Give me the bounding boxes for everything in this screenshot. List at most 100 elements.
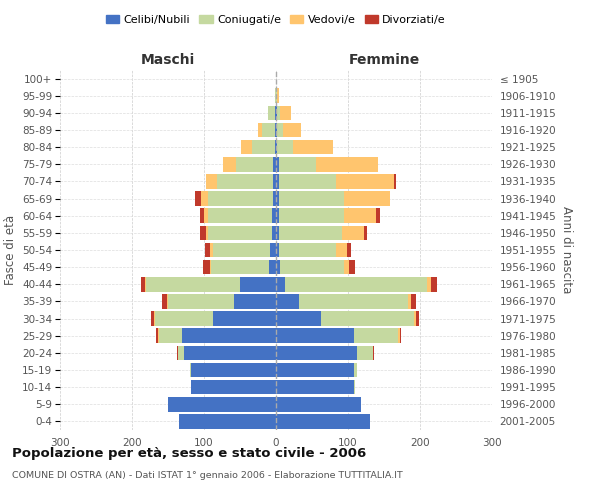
Bar [416,312,419,326]
Bar [161,294,167,308]
Bar [223,157,236,172]
Bar [344,260,349,274]
Bar [398,328,400,343]
Bar [275,88,276,103]
Bar [270,242,276,258]
Bar [344,208,376,223]
Bar [208,192,273,206]
Bar [358,346,373,360]
Bar [276,380,354,394]
Y-axis label: Anni di nascita: Anni di nascita [560,206,573,294]
Bar [190,362,191,378]
Bar [272,208,276,223]
Bar [275,122,276,138]
Bar [276,208,279,223]
Bar [251,140,275,154]
Bar [241,140,251,154]
Bar [155,312,212,326]
Bar [277,122,283,138]
Bar [208,208,272,223]
Bar [283,122,301,138]
Bar [160,328,182,343]
Bar [168,397,276,411]
Bar [168,294,234,308]
Bar [394,174,395,188]
Text: Popolazione per età, sesso e stato civile - 2006: Popolazione per età, sesso e stato civil… [12,448,366,460]
Bar [276,312,320,326]
Bar [184,346,276,360]
Bar [276,140,277,154]
Bar [276,192,279,206]
Bar [211,242,212,258]
Bar [273,174,276,188]
Bar [258,122,262,138]
Bar [158,328,160,343]
Bar [275,106,276,120]
Bar [354,380,355,394]
Legend: Celibi/Nubili, Coniugati/e, Vedovi/e, Divorziati/e: Celibi/Nubili, Coniugati/e, Vedovi/e, Di… [101,10,451,29]
Bar [277,140,293,154]
Bar [276,397,361,411]
Bar [276,277,284,291]
Bar [277,106,280,120]
Bar [196,192,201,206]
Bar [191,380,276,394]
Bar [276,226,279,240]
Bar [400,328,401,343]
Bar [299,294,409,308]
Bar [273,192,276,206]
Bar [431,277,437,291]
Bar [276,122,277,138]
Bar [201,192,208,206]
Bar [342,226,364,240]
Text: COMUNE DI OSTRA (AN) - Dati ISTAT 1° gennaio 2006 - Elaborazione TUTTITALIA.IT: COMUNE DI OSTRA (AN) - Dati ISTAT 1° gen… [12,471,403,480]
Bar [191,362,276,378]
Bar [276,362,354,378]
Bar [234,294,276,308]
Bar [212,312,276,326]
Bar [272,226,276,240]
Bar [275,140,276,154]
Bar [268,106,275,120]
Text: Femmine: Femmine [349,52,419,66]
Text: Maschi: Maschi [141,52,195,66]
Bar [262,122,275,138]
Bar [276,328,354,343]
Bar [157,328,158,343]
Bar [205,242,211,258]
Bar [279,242,337,258]
Bar [276,414,370,428]
Bar [204,208,208,223]
Bar [276,294,299,308]
Bar [279,174,337,188]
Bar [276,106,277,120]
Bar [154,312,155,326]
Bar [210,260,211,274]
Bar [364,226,367,240]
Bar [284,277,427,291]
Bar [276,346,358,360]
Bar [146,277,240,291]
Bar [316,157,377,172]
Bar [337,242,347,258]
Bar [142,277,145,291]
Bar [280,260,344,274]
Bar [212,242,270,258]
Bar [276,88,277,103]
Bar [279,226,342,240]
Bar [427,277,431,291]
Bar [373,346,374,360]
Bar [203,260,210,274]
Bar [276,174,279,188]
Bar [337,174,394,188]
Bar [200,226,206,240]
Bar [167,294,168,308]
Bar [279,208,344,223]
Bar [409,294,410,308]
Bar [206,226,208,240]
Bar [279,157,316,172]
Bar [200,208,204,223]
Bar [293,140,333,154]
Bar [236,157,273,172]
Bar [344,192,391,206]
